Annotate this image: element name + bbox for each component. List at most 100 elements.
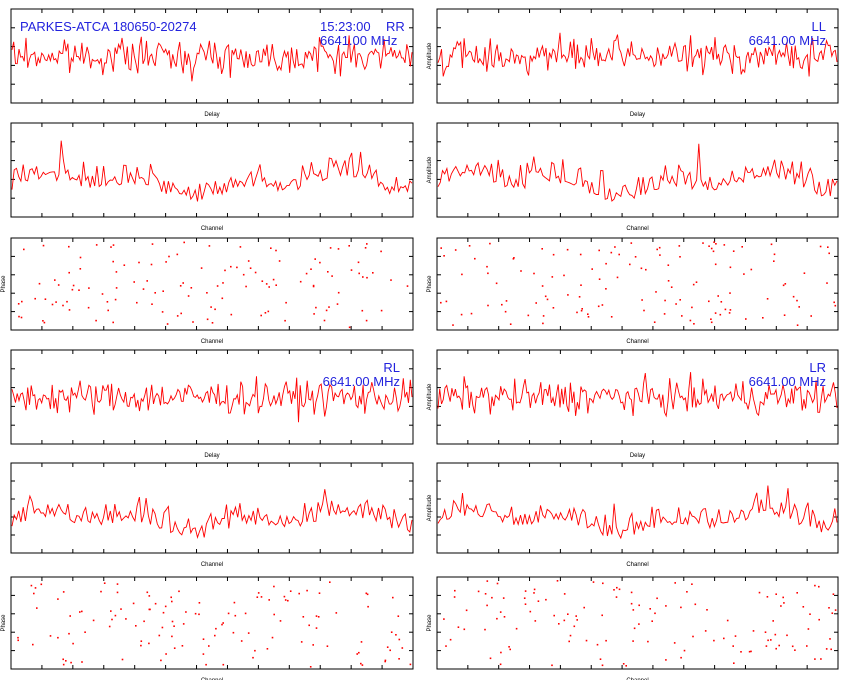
rl-phase-point	[205, 663, 207, 666]
ll-phase-point	[546, 298, 549, 301]
ll-phase-point	[679, 299, 681, 301]
rr-phase-point	[348, 245, 350, 247]
rr-phase-point	[236, 266, 238, 269]
lr-phase-point	[484, 628, 486, 631]
lr-phase-point	[691, 583, 693, 585]
ll-phase-point	[610, 316, 613, 318]
lr-phase-point	[786, 634, 788, 637]
rl-phase-point	[132, 602, 135, 605]
ll-phase-point	[667, 264, 670, 266]
rl-phase-point	[335, 612, 338, 614]
ll-phase-point	[610, 251, 613, 254]
rr-phase-point	[78, 289, 80, 291]
rr-phase-point	[265, 283, 268, 285]
rl-phase-point	[287, 599, 289, 602]
ll-phase-point	[819, 245, 822, 248]
lr-delay-xlabel: Delay	[630, 453, 645, 459]
lr-phase-point	[592, 581, 595, 583]
ll-frequency-label: 6641.00 MHz	[748, 33, 826, 48]
ll-phase-point	[719, 313, 722, 316]
lr-phase-point	[563, 619, 566, 622]
rr-phase-point	[54, 279, 56, 281]
rr-phase-frame	[10, 237, 414, 331]
rl-phase-point	[233, 601, 236, 604]
rl-phase-point	[279, 620, 282, 622]
rl-phase-point	[361, 664, 364, 666]
lr-phase-point	[529, 610, 532, 613]
ll-phase-point	[474, 257, 476, 260]
rl-phase-point	[198, 602, 201, 604]
lr-phase-point	[686, 591, 688, 593]
ll-phase-point	[541, 285, 544, 287]
lr-phase-point	[633, 627, 636, 630]
rr-phase-point	[146, 280, 148, 282]
ll-phase-point	[713, 241, 715, 243]
rr-phase-point	[42, 244, 45, 247]
rr-phase-point	[151, 303, 153, 305]
rr-phase-point	[337, 291, 340, 294]
rr-phase-point	[312, 285, 315, 288]
lr-phase-point	[575, 615, 577, 617]
lr-phase-point	[713, 639, 715, 642]
ll-phase-point	[729, 309, 732, 311]
rl-phase-point	[317, 616, 320, 618]
rr-phase-point	[162, 290, 164, 292]
lr-phase-point	[665, 659, 667, 661]
lr-phase-point	[638, 604, 640, 607]
ll-phase-point	[587, 313, 589, 315]
rr-phase-point	[245, 285, 247, 288]
rl-phase-point	[260, 596, 263, 598]
ll-phase-point	[552, 307, 555, 309]
rl-phase-point	[215, 627, 217, 630]
rl-delay-panel: Delay	[10, 349, 414, 459]
lr-phase-point	[818, 618, 820, 621]
rl-phase-point	[318, 592, 321, 594]
ll-phase-point	[796, 299, 798, 302]
rr-phase-point	[150, 263, 153, 266]
ll-phase-point	[535, 302, 537, 304]
rr-phase-point	[380, 250, 382, 253]
rr-phase-point	[179, 285, 182, 287]
rl-phase-point	[221, 623, 223, 626]
ll-phase-point	[445, 300, 448, 303]
rl-phase-point	[398, 658, 400, 660]
rr-phase-point	[44, 298, 47, 300]
lr-phase-point	[599, 658, 602, 660]
lr-phase-point	[533, 588, 536, 591]
lr-phase-point	[706, 609, 708, 611]
ll-phase-point	[597, 305, 600, 308]
lr-phase-point	[772, 620, 774, 622]
ll-phase-xlabel: Channel	[626, 339, 648, 345]
rr-phase-xlabel: Channel	[201, 339, 223, 345]
rr-phase-point	[21, 300, 23, 303]
rr-phase-point	[106, 301, 109, 303]
rr-phase-point	[372, 272, 374, 274]
ll-phase-frame	[436, 237, 839, 331]
lr-phase-point	[680, 606, 682, 609]
rl-phase-point	[194, 612, 197, 615]
ll-phase-point	[828, 252, 830, 255]
rr-phase-point	[210, 306, 212, 308]
rl-phase-point	[306, 589, 308, 592]
rr-phase-point	[206, 318, 209, 321]
rr-phase-point	[366, 243, 368, 245]
ll-phase-point	[630, 242, 633, 244]
ll-phase-point	[728, 312, 731, 314]
rl-pol-label: RL	[383, 360, 400, 375]
ll-phase-point	[678, 245, 681, 247]
rr-pol-label: RR	[386, 19, 405, 34]
lr-phase-point	[673, 642, 676, 644]
rr-phase-point	[350, 269, 353, 271]
lr-phase-point	[809, 613, 811, 615]
lr-phase-point	[649, 608, 651, 610]
rl-phase-point	[182, 623, 185, 625]
ll-phase-point	[773, 253, 776, 256]
lr-phase-point	[616, 586, 618, 589]
rr-phase-point	[42, 320, 44, 322]
ll-phase-point	[708, 245, 710, 247]
rr-phase-point	[79, 256, 82, 259]
lr-channel-trace	[437, 485, 838, 540]
rl-phase-point	[202, 638, 205, 640]
rr-delay-panel: Delay	[10, 8, 414, 118]
rl-phase-point	[100, 590, 102, 593]
